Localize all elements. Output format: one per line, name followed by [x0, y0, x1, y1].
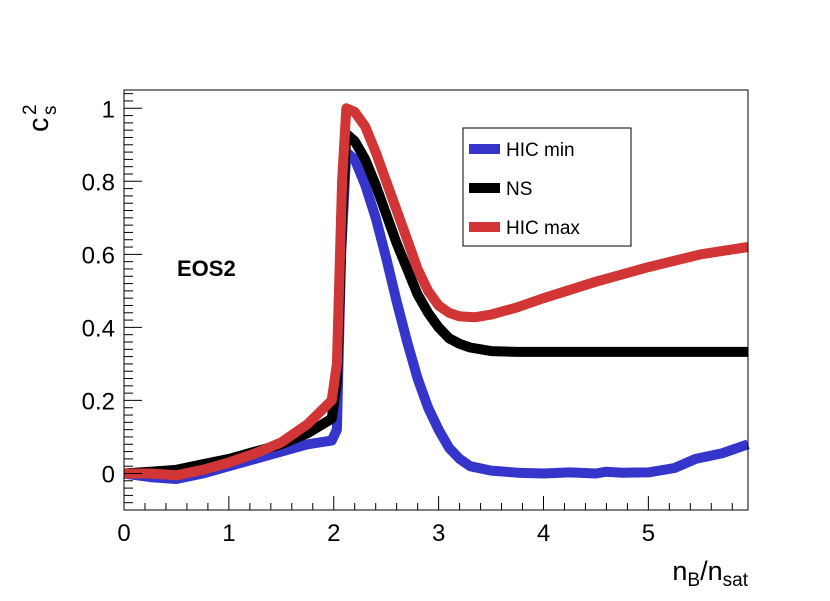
x-label-sub1: B: [687, 570, 700, 591]
series-layer: [123, 103, 750, 484]
y-tick-label: 1: [102, 96, 115, 123]
x-tick-label: 2: [327, 520, 340, 547]
y-axis: 0 0.2 0.4 0.6 0.8 1: [82, 93, 142, 511]
y-tick-label: 0.6: [82, 242, 115, 269]
y-axis-label: c 2 s: [20, 104, 61, 132]
legend-label-2: HIC max: [506, 218, 580, 239]
y-tick-label: 0.4: [82, 315, 115, 342]
svg-text:c: c: [23, 118, 55, 133]
x-axis-label: nB/nsat: [672, 556, 748, 591]
legend-label-1: NS: [506, 179, 532, 200]
y-label-sub: s: [40, 106, 61, 116]
legend-label-0: HIC min: [506, 140, 575, 161]
x-tick-label: 5: [642, 520, 655, 547]
y-label-main: c: [23, 118, 55, 133]
x-tick-label: 0: [117, 520, 130, 547]
series-line-0: [123, 147, 750, 484]
y-tick-label: 0.2: [82, 388, 115, 415]
x-tick-label: 1: [222, 520, 235, 547]
x-label-sub2: sat: [723, 570, 749, 591]
x-tick-label: 4: [537, 520, 550, 547]
y-tick-label: 0.8: [82, 169, 115, 196]
x-tick-label: 3: [432, 520, 445, 547]
x-axis: 0 1 2 3 4 5: [117, 496, 733, 547]
eos-annotation: EOS2: [177, 256, 236, 281]
series-line-2: [124, 103, 749, 481]
x-label-main: n: [672, 556, 687, 586]
x-label-sep: /n: [700, 556, 723, 586]
y-label-sup: 2: [20, 104, 41, 115]
plot-frame: [123, 89, 749, 511]
y-tick-label: 0: [102, 461, 115, 488]
legend: HIC min NS HIC max: [462, 127, 632, 247]
